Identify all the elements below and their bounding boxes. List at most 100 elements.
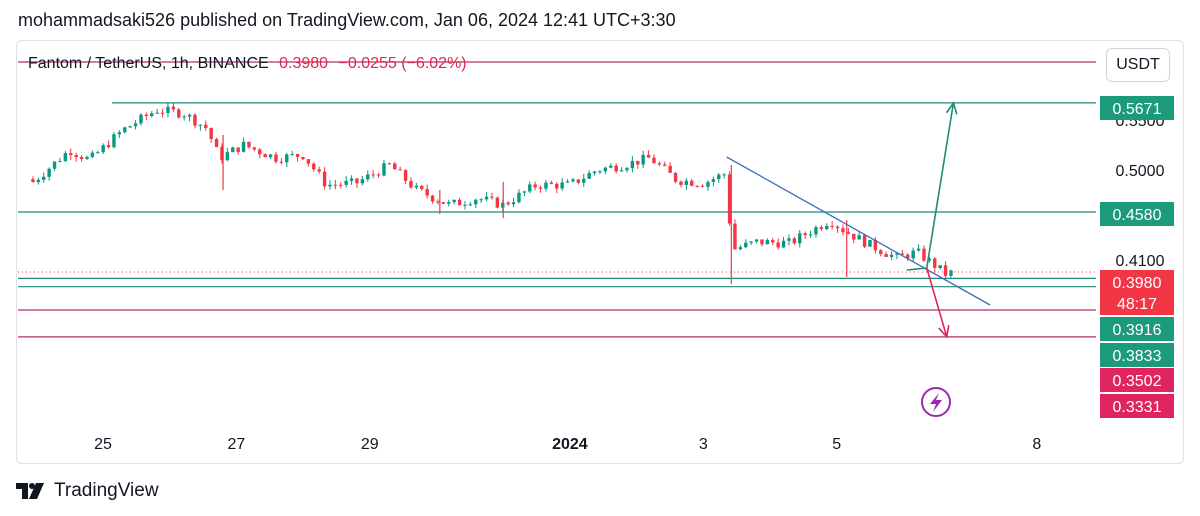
chart-drawings[interactable] <box>726 101 991 339</box>
candle-body <box>906 254 910 259</box>
candle-body <box>371 174 375 176</box>
symbol-legend[interactable]: Fantom / TetherUS, 1h, BINANCE 0.3980 −0… <box>28 55 467 73</box>
candle-body <box>150 113 154 117</box>
candle-body <box>106 145 111 148</box>
candle-body <box>398 169 402 171</box>
projection-down <box>925 267 948 338</box>
candle-body <box>754 239 759 242</box>
candle-body <box>166 106 170 113</box>
candle-body <box>587 173 591 179</box>
candle-body <box>409 180 413 188</box>
x-tick-label: 27 <box>228 436 246 453</box>
candle-body <box>609 165 613 168</box>
candle-body <box>376 174 381 176</box>
candle-body <box>360 179 365 184</box>
candle-body <box>204 124 208 129</box>
candle-body <box>90 152 95 157</box>
candle-body <box>614 165 618 172</box>
y-tick-label: 0.5000 <box>1116 163 1165 180</box>
candle-body <box>139 114 143 124</box>
candle-body <box>209 128 213 140</box>
candle-body <box>344 180 348 185</box>
candle-body <box>285 154 289 163</box>
candle-body <box>42 176 46 180</box>
candle-body <box>825 225 829 230</box>
candle-body <box>560 182 564 189</box>
price-badges: 0.5671 0.4580 0.3980 48:17 0.3916 0.3833 0.350… <box>1100 96 1174 418</box>
candle-body <box>133 123 138 127</box>
candle-body <box>727 174 732 224</box>
candle-body <box>857 235 861 240</box>
candle-body <box>771 240 775 243</box>
price-badge-label: 0.3502 <box>1113 373 1162 390</box>
candle-body <box>317 169 321 172</box>
candle-body <box>366 174 370 180</box>
candle-body <box>177 109 181 118</box>
candlesticks <box>31 101 953 284</box>
candle-body <box>684 180 689 185</box>
candle-body <box>63 153 68 162</box>
candle-body <box>619 170 624 172</box>
candle-body <box>884 254 888 257</box>
candle-body <box>484 196 489 200</box>
candle-body <box>808 234 813 236</box>
candle-body <box>187 114 192 117</box>
candle-body <box>522 191 527 193</box>
candle-body <box>349 178 354 181</box>
candle-body <box>841 228 845 233</box>
candle-body <box>538 187 543 189</box>
symbol-name: Fantom / TetherUS, 1h, BINANCE <box>28 55 269 72</box>
candle-body <box>916 248 921 251</box>
candle-body <box>852 233 856 240</box>
candle-body <box>79 157 84 160</box>
candle-body <box>511 202 516 205</box>
candle-body <box>722 174 726 176</box>
currency-button[interactable]: USDT <box>1106 48 1170 82</box>
candle-body <box>733 223 737 250</box>
candle-body <box>225 152 230 161</box>
candle-body <box>403 170 408 181</box>
candle-body <box>155 112 159 114</box>
candle-body <box>144 114 149 117</box>
candle-body <box>393 163 397 170</box>
candle-body <box>452 199 456 203</box>
candle-body <box>565 181 570 183</box>
candle-body <box>463 204 467 206</box>
candle-body <box>123 127 127 133</box>
candle-body <box>889 254 894 257</box>
candle-body <box>571 179 575 182</box>
candle-body <box>700 185 705 187</box>
candle-body <box>663 164 667 166</box>
candle-body <box>744 242 748 248</box>
candle-body <box>112 134 116 148</box>
candle-body <box>544 182 548 189</box>
tradingview-brand[interactable]: TradingView <box>16 480 159 502</box>
candle-body <box>328 184 332 187</box>
candle-body <box>252 147 257 150</box>
candle-body <box>506 202 510 205</box>
candle-body <box>695 185 699 187</box>
x-tick-label: 8 <box>1032 436 1041 453</box>
candle-body <box>706 181 710 187</box>
candle-body <box>220 146 224 161</box>
candle-body <box>479 199 483 201</box>
candle-body <box>193 114 197 126</box>
lightning-icon[interactable] <box>921 387 951 417</box>
candle-body <box>922 248 926 261</box>
candle-body <box>819 227 824 230</box>
candle-body <box>868 239 872 247</box>
candle-body <box>74 155 78 158</box>
candle-body <box>36 179 41 183</box>
candle-body <box>900 253 905 255</box>
price-badge <box>1100 96 1174 120</box>
candle-body <box>668 165 672 173</box>
y-tick-label: 0.4100 <box>1116 253 1165 270</box>
candle-body <box>603 167 608 172</box>
time-axis[interactable]: 25 27 29 2024 3 5 8 <box>94 436 1041 453</box>
x-tick-label: 3 <box>699 436 708 453</box>
price-badge-label: 0.5671 <box>1113 101 1162 118</box>
candle-body <box>598 171 602 173</box>
x-tick-label: 5 <box>832 436 841 453</box>
